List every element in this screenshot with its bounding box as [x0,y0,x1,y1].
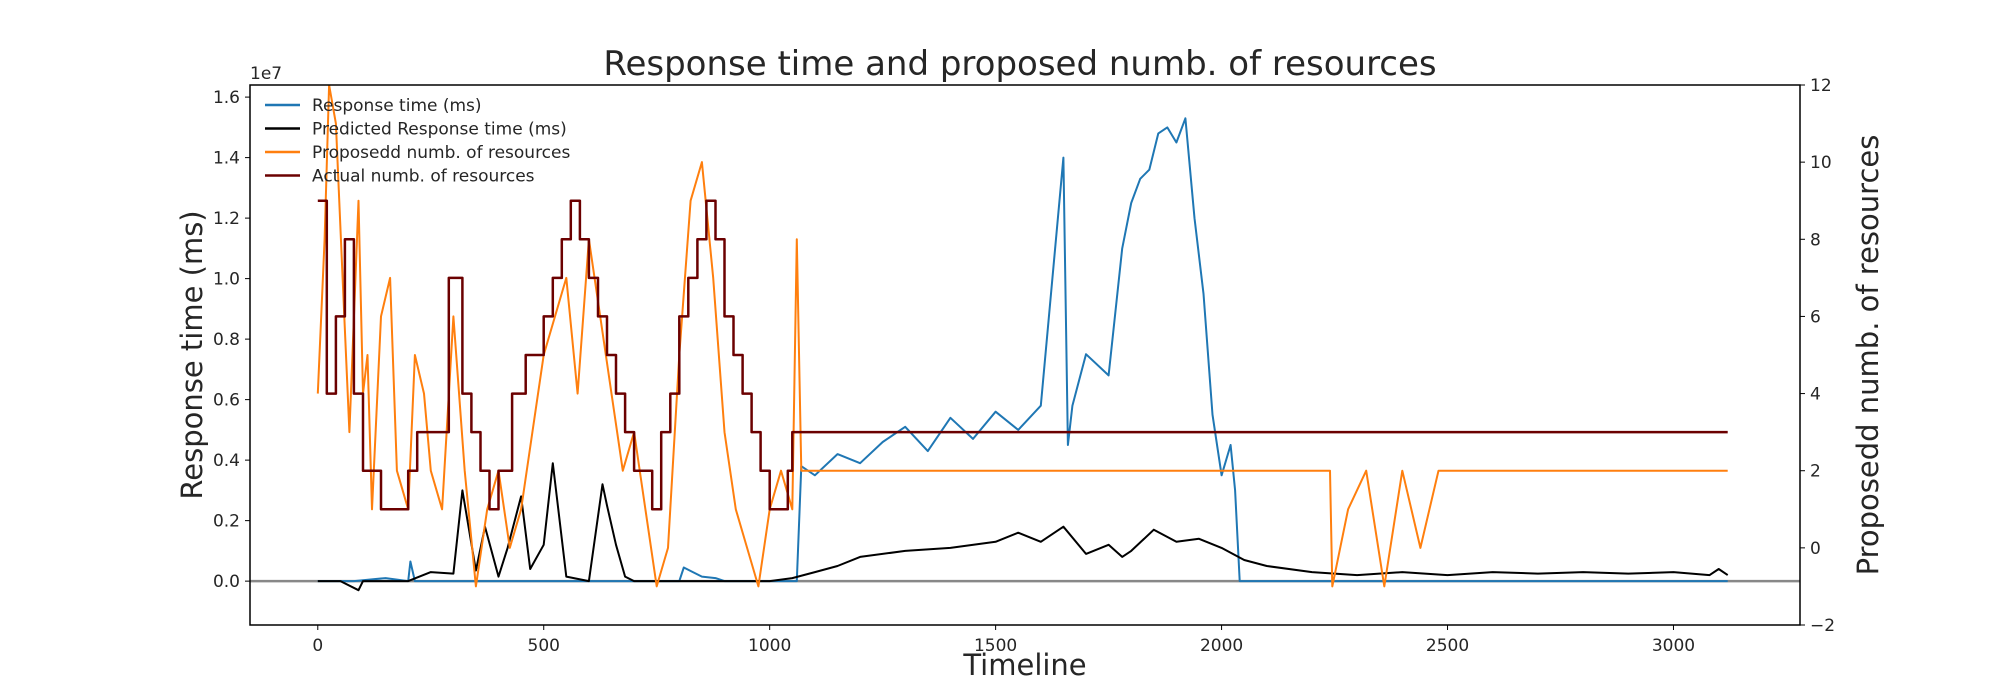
y-tick-label: 0.4 [213,451,240,471]
y-tick-label: 1.6 [213,88,240,108]
y-axis-label: Response time (ms) [175,210,209,499]
y-tick-label: 0.0 [213,572,240,592]
y-axis-left: 0.0 0.2 0.4 0.6 0.8 1.0 1.2 1.4 1.6 [213,88,250,592]
x-tick-label: 0 [312,636,323,656]
series-layer [250,85,1800,592]
x-axis-label: Timeline [962,648,1086,682]
x-tick-label: 2000 [1200,636,1243,656]
y2-axis-label: Proposedd numb. of resources [1851,135,1885,576]
actual-resources-line [317,199,1728,511]
x-tick-label: 500 [528,636,560,656]
y-tick-label: 0.2 [213,512,240,532]
y2-tick-label: 12 [1810,76,1832,96]
x-axis: 0 500 1000 1500 2000 2500 3000 [312,625,1695,656]
legend-label-actual-resources: Actual numb. of resources [312,167,535,187]
y2-tick-label: 10 [1810,153,1832,173]
y2-tick-label: 2 [1810,462,1821,482]
y-tick-label: 0.8 [213,330,240,350]
proposed-resources-line [316,85,1728,588]
legend-label-response-time: Response time (ms) [312,96,482,116]
legend-label-proposed-resources: Proposedd numb. of resources [312,143,570,163]
x-tick-label: 1500 [974,636,1017,656]
y-tick-label: 1.4 [213,149,240,169]
y-tick-label: 0.6 [213,391,240,411]
y-axis-right: −2 0 2 4 6 8 10 12 [1800,76,1835,636]
predicted-response-time-line [317,462,1729,592]
y2-tick-label: 0 [1810,539,1821,559]
y2-tick-label: −2 [1810,616,1835,636]
x-tick-label: 2500 [1426,636,1469,656]
y2-tick-label: 6 [1810,307,1821,327]
legend-label-predicted-response-time: Predicted Response time (ms) [312,120,567,140]
y2-tick-label: 4 [1810,385,1821,405]
chart-title: Response time and proposed numb. of reso… [603,44,1436,84]
plot-frame [249,84,1801,626]
legend: Response time (ms) Predicted Response tim… [265,96,570,187]
x-tick-label: 1000 [748,636,791,656]
y-tick-label: 1.2 [213,209,240,229]
y-tick-label: 1.0 [213,270,240,290]
y-offset-text: 1e7 [250,64,282,84]
x-tick-label: 3000 [1652,636,1695,656]
y2-tick-label: 8 [1810,230,1821,250]
